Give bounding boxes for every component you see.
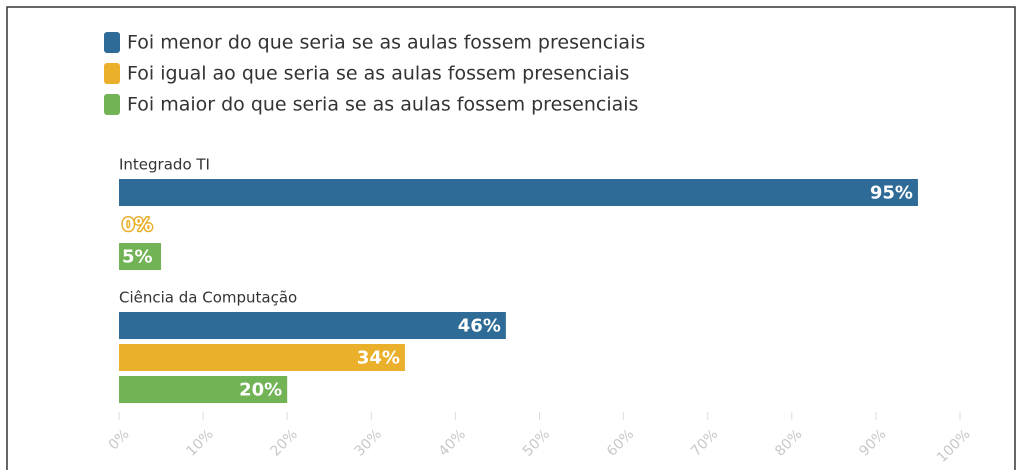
category-label: Integrado TI (119, 156, 210, 174)
bar (119, 179, 918, 206)
x-tick-label: 30% (352, 426, 385, 459)
legend-swatch (104, 32, 120, 53)
x-tick-label: 20% (268, 426, 301, 459)
frame (6, 6, 1016, 470)
x-tick-label: 60% (604, 426, 637, 459)
x-tick-label: 50% (520, 426, 553, 459)
legend-label: Foi menor do que seria se as aulas fosse… (127, 32, 645, 54)
x-tick-label: 80% (772, 426, 805, 459)
legend-swatch (104, 94, 120, 115)
legend-swatch (104, 63, 120, 84)
value-label: 95% (870, 183, 913, 204)
value-label: 20% (239, 380, 282, 401)
value-label: 34% (357, 348, 400, 369)
x-tick-label: 100% (934, 426, 974, 466)
legend-label: Foi igual ao que seria se as aulas fosse… (127, 63, 629, 85)
value-label: 0% (122, 215, 153, 236)
value-label: 5% (122, 247, 153, 268)
bar (119, 312, 506, 339)
x-tick-label: 40% (436, 426, 469, 459)
bar (119, 243, 162, 270)
bar (119, 344, 405, 371)
x-tick-label: 70% (688, 426, 721, 459)
legend-label: Foi maior do que seria se as aulas fosse… (127, 94, 638, 116)
x-tick-label: 90% (856, 426, 889, 459)
category-label: Ciência da Computação (119, 289, 297, 307)
x-tick-label: 10% (183, 426, 216, 459)
x-tick-label: 0% (106, 426, 133, 453)
value-label: 46% (458, 316, 501, 337)
bar (119, 376, 288, 403)
